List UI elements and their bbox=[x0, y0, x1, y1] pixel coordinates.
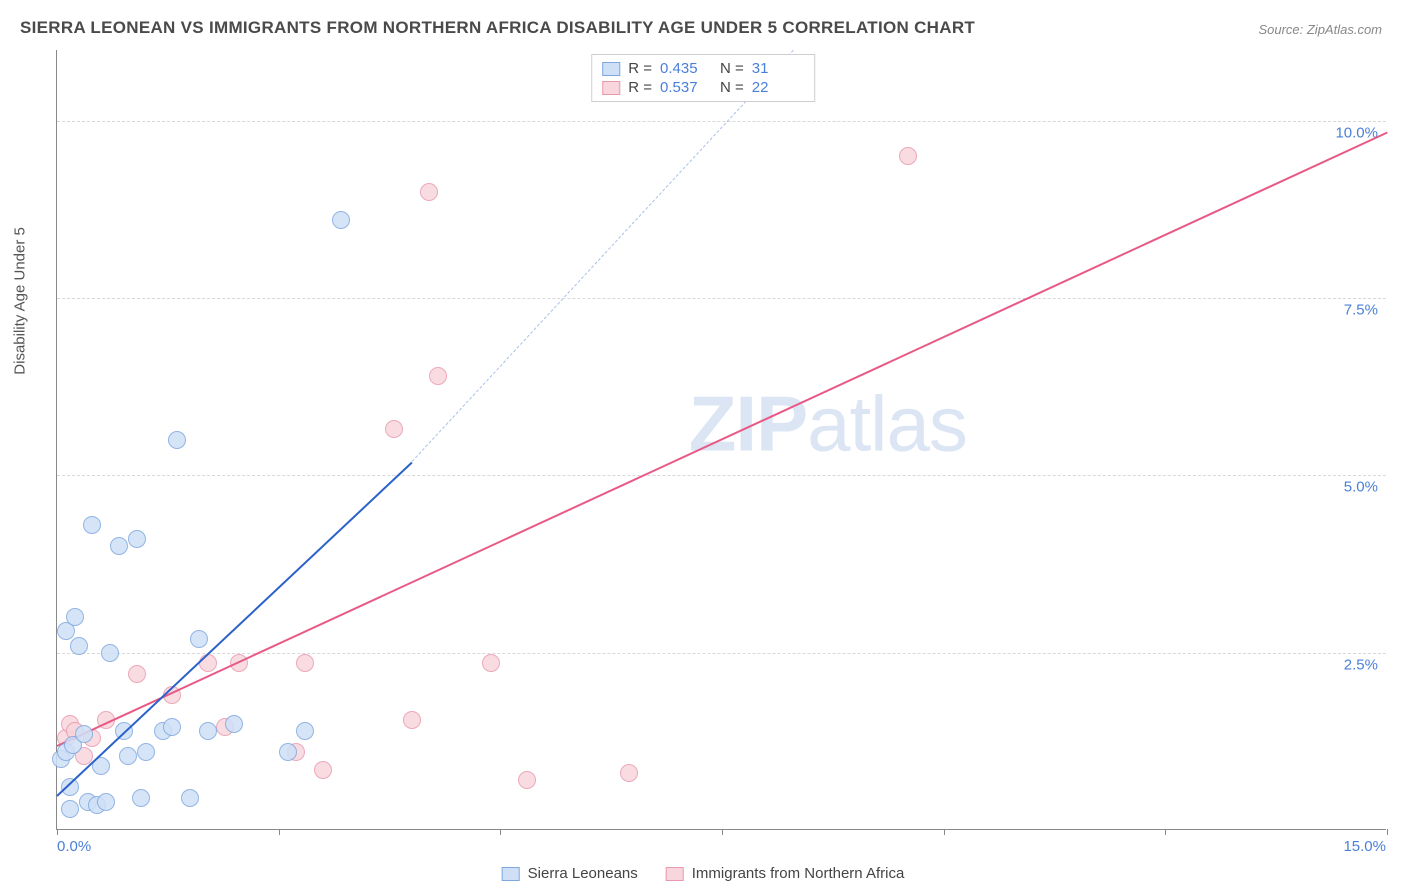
r-value-pink: 0.537 bbox=[660, 79, 712, 96]
trend-line bbox=[411, 50, 793, 462]
r-label-pink: R = bbox=[628, 79, 652, 96]
data-point bbox=[110, 537, 128, 555]
data-point bbox=[119, 747, 137, 765]
data-point bbox=[225, 715, 243, 733]
x-tick bbox=[1165, 829, 1166, 835]
n-value-blue: 31 bbox=[752, 60, 804, 77]
x-tick bbox=[944, 829, 945, 835]
swatch-pink-2 bbox=[666, 867, 684, 881]
legend-row-pink: R = 0.537 N = 22 bbox=[602, 78, 804, 97]
trend-line bbox=[57, 132, 1388, 747]
data-point bbox=[518, 771, 536, 789]
n-label-pink: N = bbox=[720, 79, 744, 96]
n-label-blue: N = bbox=[720, 60, 744, 77]
source-label: Source: ZipAtlas.com bbox=[1258, 22, 1382, 37]
legend-label-pink: Immigrants from Northern Africa bbox=[692, 865, 905, 882]
data-point bbox=[429, 367, 447, 385]
data-point bbox=[420, 183, 438, 201]
gridline bbox=[57, 298, 1386, 299]
x-tick-label: 15.0% bbox=[1343, 838, 1386, 855]
data-point bbox=[296, 722, 314, 740]
data-point bbox=[190, 630, 208, 648]
x-tick bbox=[279, 829, 280, 835]
data-point bbox=[296, 654, 314, 672]
gridline bbox=[57, 121, 1386, 122]
trend-line bbox=[56, 462, 412, 797]
series-legend: Sierra Leoneans Immigrants from Northern… bbox=[502, 865, 905, 882]
data-point bbox=[61, 800, 79, 818]
y-tick-label: 5.0% bbox=[1344, 479, 1378, 496]
watermark-atlas: atlas bbox=[807, 379, 967, 467]
data-point bbox=[163, 718, 181, 736]
data-point bbox=[66, 608, 84, 626]
swatch-blue-2 bbox=[502, 867, 520, 881]
watermark-zip: ZIP bbox=[689, 379, 807, 467]
data-point bbox=[75, 725, 93, 743]
data-point bbox=[332, 211, 350, 229]
r-label-blue: R = bbox=[628, 60, 652, 77]
x-tick-label: 0.0% bbox=[57, 838, 91, 855]
x-tick bbox=[500, 829, 501, 835]
x-tick bbox=[722, 829, 723, 835]
x-tick bbox=[1387, 829, 1388, 835]
legend-row-blue: R = 0.435 N = 31 bbox=[602, 59, 804, 78]
chart-title: SIERRA LEONEAN VS IMMIGRANTS FROM NORTHE… bbox=[20, 18, 975, 38]
data-point bbox=[101, 644, 119, 662]
gridline bbox=[57, 475, 1386, 476]
y-tick-label: 2.5% bbox=[1344, 656, 1378, 673]
r-value-blue: 0.435 bbox=[660, 60, 712, 77]
data-point bbox=[128, 530, 146, 548]
data-point bbox=[385, 420, 403, 438]
correlation-legend: R = 0.435 N = 31 R = 0.537 N = 22 bbox=[591, 54, 815, 102]
data-point bbox=[482, 654, 500, 672]
data-point bbox=[279, 743, 297, 761]
data-point bbox=[314, 761, 332, 779]
y-axis-title: Disability Age Under 5 bbox=[12, 227, 29, 375]
legend-label-blue: Sierra Leoneans bbox=[528, 865, 638, 882]
watermark: ZIPatlas bbox=[689, 378, 967, 469]
data-point bbox=[620, 764, 638, 782]
data-point bbox=[137, 743, 155, 761]
data-point bbox=[128, 665, 146, 683]
data-point bbox=[168, 431, 186, 449]
x-tick bbox=[57, 829, 58, 835]
legend-item-pink: Immigrants from Northern Africa bbox=[666, 865, 905, 882]
data-point bbox=[899, 147, 917, 165]
plot-area: ZIPatlas 2.5%5.0%7.5%10.0%0.0%15.0% bbox=[56, 50, 1386, 830]
n-value-pink: 22 bbox=[752, 79, 804, 96]
data-point bbox=[403, 711, 421, 729]
y-tick-label: 7.5% bbox=[1344, 302, 1378, 319]
data-point bbox=[97, 793, 115, 811]
data-point bbox=[181, 789, 199, 807]
legend-item-blue: Sierra Leoneans bbox=[502, 865, 638, 882]
data-point bbox=[132, 789, 150, 807]
swatch-pink bbox=[602, 81, 620, 95]
swatch-blue bbox=[602, 62, 620, 76]
data-point bbox=[199, 722, 217, 740]
data-point bbox=[70, 637, 88, 655]
data-point bbox=[83, 516, 101, 534]
